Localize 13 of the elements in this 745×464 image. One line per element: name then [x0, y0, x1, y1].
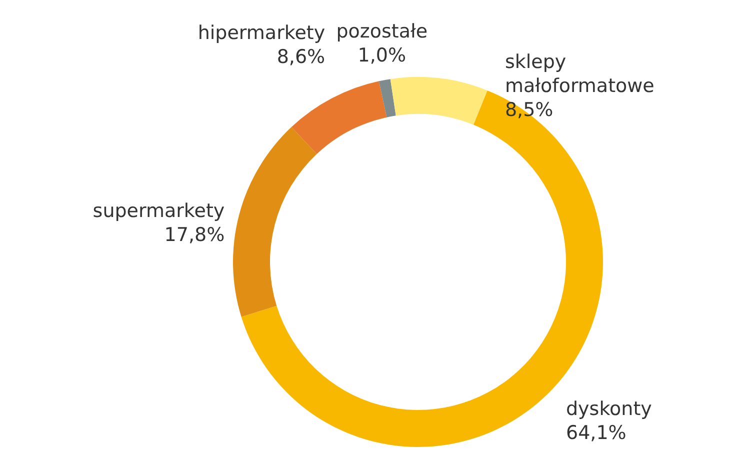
- data-label: 8,6%: [276, 46, 326, 68]
- donut-slice: [378, 79, 396, 118]
- slice-label: dyskonty: [566, 398, 652, 420]
- slice-label: hipermarkety: [198, 22, 326, 44]
- donut-slice: [233, 127, 317, 317]
- donut-slice: [291, 81, 387, 154]
- slice-label: sklepy małoformatowe: [504, 51, 654, 97]
- slice-label: pozostałe: [336, 20, 428, 42]
- donut-slice: [390, 77, 488, 125]
- data-label: 64,1%: [566, 422, 626, 444]
- data-label: 17,8%: [164, 224, 225, 246]
- data-label: 1,0%: [358, 44, 406, 66]
- slice-label: supermarkety: [92, 200, 225, 222]
